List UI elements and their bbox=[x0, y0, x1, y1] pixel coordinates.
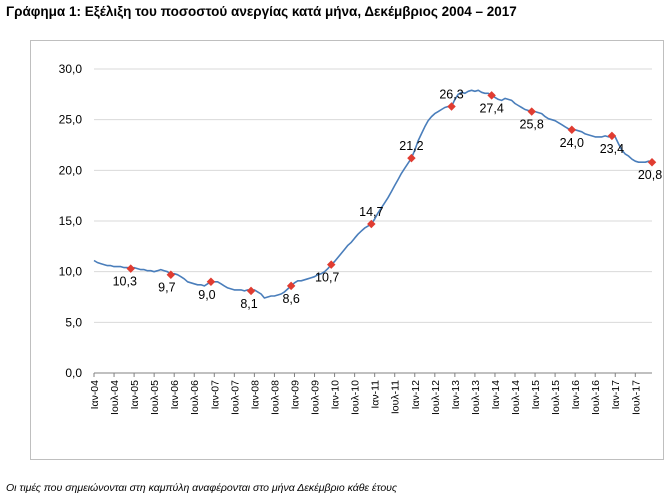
x-tick-label: Ιαν-17 bbox=[610, 380, 622, 410]
x-tick-label: Ιουλ-09 bbox=[310, 380, 322, 415]
data-marker bbox=[647, 157, 657, 167]
x-tick-label: Ιαν-07 bbox=[209, 380, 221, 410]
x-tick-label: Ιουλ-05 bbox=[149, 380, 161, 415]
data-marker bbox=[447, 102, 456, 111]
series-line bbox=[93, 89, 653, 299]
x-tick-label: Ιουλ-10 bbox=[350, 380, 362, 415]
data-label: 21,2 bbox=[399, 139, 423, 153]
x-tick-label: Ιαν-05 bbox=[129, 380, 141, 410]
data-label: 27,4 bbox=[479, 101, 503, 115]
y-tick-label: 0,0 bbox=[65, 366, 82, 380]
data-marker bbox=[367, 219, 376, 229]
x-tick-label: Ιουλ-11 bbox=[390, 380, 402, 414]
x-tick-label: Ιαν-10 bbox=[330, 380, 342, 410]
x-tick-label: Ιουλ-12 bbox=[430, 380, 442, 415]
data-marker bbox=[487, 91, 496, 100]
x-tick-label: Ιαν-08 bbox=[249, 380, 261, 410]
y-tick-label: 15,0 bbox=[59, 214, 83, 228]
x-tick-label: Ιουλ-13 bbox=[470, 380, 482, 415]
x-tick-label: Ιαν-04 bbox=[89, 380, 101, 410]
chart-title: Γράφημα 1: Εξέλιξη του ποσοστού ανεργίας… bbox=[6, 4, 517, 19]
y-tick-label: 10,0 bbox=[59, 265, 83, 279]
x-tick-label: Ιουλ-08 bbox=[269, 380, 281, 415]
data-label: 9,0 bbox=[198, 288, 215, 302]
data-label: 20,8 bbox=[638, 168, 662, 182]
x-tick-label: Ιαν-09 bbox=[289, 380, 301, 410]
y-tick-label: 30,0 bbox=[59, 62, 83, 76]
x-tick-label: Ιουλ-16 bbox=[590, 380, 602, 415]
x-tick-label: Ιουλ-15 bbox=[550, 380, 562, 415]
chart-frame bbox=[30, 40, 664, 460]
x-tick-label: Ιαν-16 bbox=[570, 380, 582, 410]
data-marker bbox=[567, 125, 577, 135]
data-marker bbox=[407, 153, 416, 163]
x-tick-label: Ιαν-12 bbox=[410, 380, 422, 410]
y-tick-label: 25,0 bbox=[59, 113, 83, 127]
data-label: 8,6 bbox=[282, 292, 299, 306]
data-label: 8,1 bbox=[240, 297, 257, 311]
x-tick-label: Ιαν-13 bbox=[450, 380, 462, 410]
chart-note: Οι τιμές που σημειώνονται στη καμπύλη αν… bbox=[6, 482, 398, 494]
x-tick-label: Ιαν-06 bbox=[169, 380, 181, 410]
data-label: 26,3 bbox=[439, 87, 463, 101]
data-label: 23,4 bbox=[600, 142, 624, 156]
data-marker bbox=[166, 270, 176, 279]
x-tick-label: Ιουλ-06 bbox=[189, 380, 201, 415]
data-label: 10,7 bbox=[315, 271, 339, 285]
data-label: 25,8 bbox=[520, 118, 544, 132]
data-marker bbox=[246, 286, 256, 296]
x-tick-label: Ιαν-15 bbox=[530, 380, 542, 410]
y-tick-label: 5,0 bbox=[65, 315, 82, 329]
x-tick-label: Ιουλ-07 bbox=[229, 380, 241, 415]
data-marker bbox=[607, 131, 617, 141]
y-tick-label: 20,0 bbox=[59, 163, 83, 177]
data-marker bbox=[126, 264, 135, 273]
data-marker bbox=[527, 107, 536, 116]
x-tick-label: Ιαν-14 bbox=[490, 380, 502, 410]
x-tick-label: Ιουλ-17 bbox=[630, 380, 642, 415]
x-tick-label: Ιαν-11 bbox=[370, 380, 382, 409]
x-tick-label: Ιουλ-04 bbox=[109, 380, 121, 415]
data-label: 9,7 bbox=[158, 281, 175, 295]
data-marker bbox=[206, 277, 216, 287]
data-label: 10,3 bbox=[113, 275, 137, 289]
data-label: 24,0 bbox=[560, 136, 584, 150]
x-tick-label: Ιουλ-14 bbox=[510, 380, 522, 415]
data-marker bbox=[286, 281, 296, 291]
data-label: 14,7 bbox=[359, 205, 383, 219]
data-marker bbox=[326, 260, 336, 269]
